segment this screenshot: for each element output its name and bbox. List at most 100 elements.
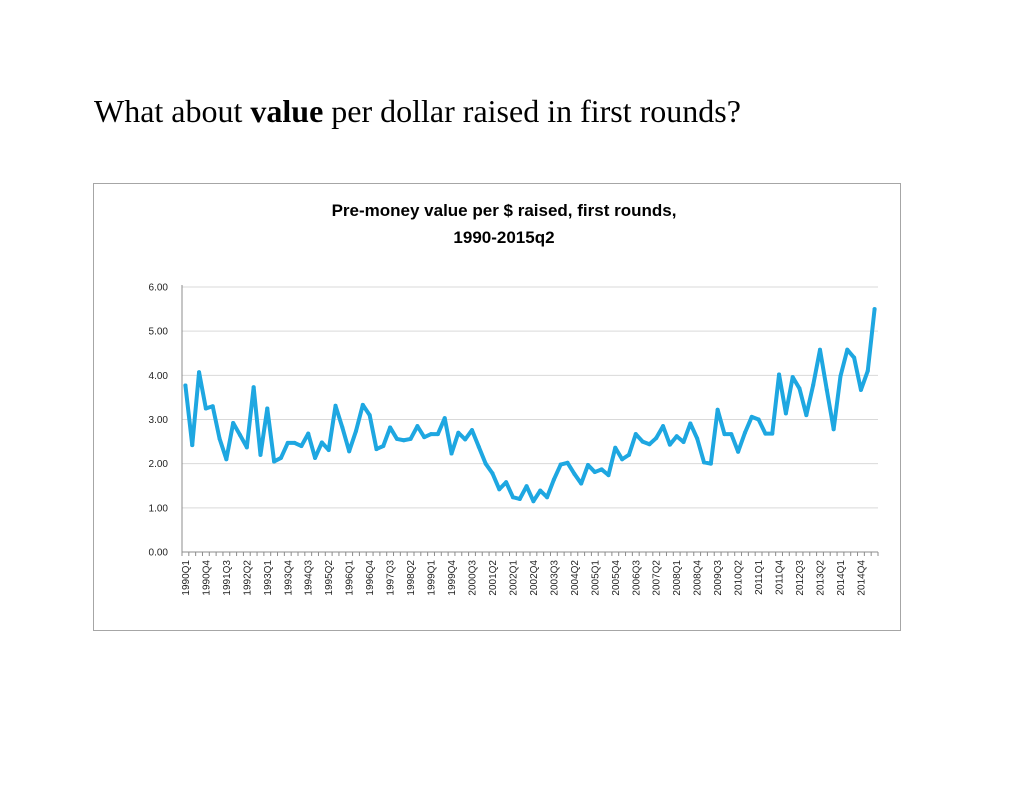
data-point bbox=[360, 402, 365, 407]
data-point bbox=[647, 442, 652, 447]
y-axis-tick-labels: 0.00 1.00 2.00 3.00 4.00 5.00 6.00 bbox=[149, 283, 169, 559]
data-point bbox=[667, 442, 672, 447]
x-tick-label: 2011Q4 bbox=[775, 560, 786, 595]
data-point bbox=[524, 484, 529, 489]
data-point bbox=[265, 406, 270, 411]
data-point bbox=[347, 449, 352, 454]
data-point bbox=[435, 432, 440, 437]
data-point bbox=[285, 440, 290, 445]
data-point bbox=[599, 467, 604, 472]
data-point bbox=[510, 495, 515, 500]
x-tick-label: 1991Q3 bbox=[222, 560, 233, 596]
data-point bbox=[238, 432, 242, 437]
x-tick-label: 1992Q2 bbox=[242, 560, 253, 596]
chart-frame: Pre-money value per $ raised, first roun… bbox=[93, 183, 901, 631]
data-point bbox=[763, 431, 768, 436]
data-point bbox=[858, 387, 863, 392]
data-point bbox=[470, 428, 474, 433]
data-point bbox=[592, 470, 597, 475]
data-point bbox=[626, 452, 631, 457]
data-point bbox=[476, 444, 481, 449]
x-tick-label: 1994Q3 bbox=[304, 560, 315, 596]
series-layer bbox=[183, 307, 877, 504]
y-tick-label: 6.00 bbox=[149, 283, 169, 294]
data-point bbox=[456, 430, 461, 435]
data-point bbox=[244, 445, 249, 450]
data-point bbox=[483, 461, 488, 466]
data-point bbox=[749, 414, 754, 419]
data-point bbox=[586, 462, 590, 467]
x-tick-label: 2013Q2 bbox=[816, 560, 827, 596]
data-point bbox=[374, 447, 379, 452]
data-point bbox=[831, 427, 836, 432]
data-point bbox=[654, 436, 659, 441]
x-tick-label: 2011Q1 bbox=[754, 560, 765, 595]
data-point bbox=[367, 413, 372, 418]
x-tick-label: 1999Q1 bbox=[427, 560, 438, 596]
x-tick-label: 2005Q4 bbox=[611, 560, 622, 596]
data-point bbox=[210, 404, 215, 409]
x-tick-label: 1993Q4 bbox=[283, 560, 294, 596]
heading-emphasis: value bbox=[250, 93, 324, 129]
data-point bbox=[299, 444, 304, 448]
data-point bbox=[326, 447, 331, 452]
x-tick-label: 2010Q2 bbox=[734, 560, 745, 596]
x-tick-label: 1995Q2 bbox=[324, 560, 335, 596]
data-point bbox=[197, 370, 202, 375]
data-point bbox=[422, 435, 427, 440]
x-tick-label: 2012Q3 bbox=[795, 560, 806, 596]
data-point bbox=[278, 455, 283, 460]
data-point bbox=[531, 499, 536, 504]
data-point bbox=[852, 355, 857, 360]
y-tick-label: 4.00 bbox=[149, 371, 169, 382]
x-tick-label: 1998Q2 bbox=[406, 560, 417, 596]
x-tick-label: 2008Q1 bbox=[672, 560, 683, 596]
x-tick-label: 1990Q1 bbox=[181, 560, 192, 596]
data-point bbox=[183, 383, 188, 388]
data-point bbox=[715, 407, 720, 412]
x-tick-label: 2001Q2 bbox=[488, 560, 499, 596]
x-tick-label: 2002Q4 bbox=[529, 560, 540, 596]
data-point bbox=[408, 436, 413, 441]
y-tick-label: 1.00 bbox=[149, 503, 169, 514]
data-point bbox=[449, 451, 454, 456]
data-point bbox=[429, 432, 434, 437]
x-tick-label: 2008Q4 bbox=[693, 560, 704, 596]
data-point bbox=[661, 424, 666, 429]
data-point bbox=[258, 452, 263, 457]
data-point bbox=[818, 347, 822, 352]
series-line bbox=[183, 307, 877, 504]
data-point bbox=[497, 487, 502, 492]
y-tick-label: 2.00 bbox=[149, 459, 169, 470]
slide-heading: What about value per dollar raised in fi… bbox=[94, 92, 741, 130]
x-tick-label: 1996Q4 bbox=[365, 560, 376, 596]
data-point bbox=[742, 430, 747, 435]
data-point bbox=[463, 437, 468, 442]
x-tick-label: 2014Q4 bbox=[856, 560, 867, 596]
data-point bbox=[824, 387, 829, 392]
data-point bbox=[838, 374, 843, 379]
x-tick-label: 1993Q1 bbox=[263, 560, 274, 596]
y-tick-label: 5.00 bbox=[149, 327, 169, 338]
data-point bbox=[865, 368, 870, 373]
x-tick-label: 2002Q1 bbox=[508, 560, 519, 596]
data-point bbox=[620, 457, 625, 462]
data-point bbox=[504, 480, 509, 485]
data-point bbox=[777, 372, 782, 377]
data-point bbox=[572, 471, 577, 476]
data-point bbox=[538, 488, 543, 493]
data-point bbox=[674, 434, 679, 439]
data-point bbox=[633, 432, 638, 437]
data-point bbox=[845, 347, 850, 352]
data-point bbox=[190, 443, 195, 448]
x-tick-label: 1999Q4 bbox=[447, 560, 458, 596]
x-tick-label: 2003Q3 bbox=[549, 560, 560, 596]
data-point bbox=[872, 307, 877, 312]
data-point bbox=[217, 436, 222, 441]
data-point bbox=[490, 471, 495, 476]
x-tick-label: 2014Q1 bbox=[836, 560, 847, 596]
data-point bbox=[292, 440, 297, 445]
data-point bbox=[783, 411, 788, 416]
x-tick-label: 2006Q3 bbox=[631, 560, 642, 596]
x-axis-tick-labels: 1990Q1 1990Q4 1991Q3 1992Q2 1993Q1 1993Q4 1994… bbox=[181, 560, 868, 596]
